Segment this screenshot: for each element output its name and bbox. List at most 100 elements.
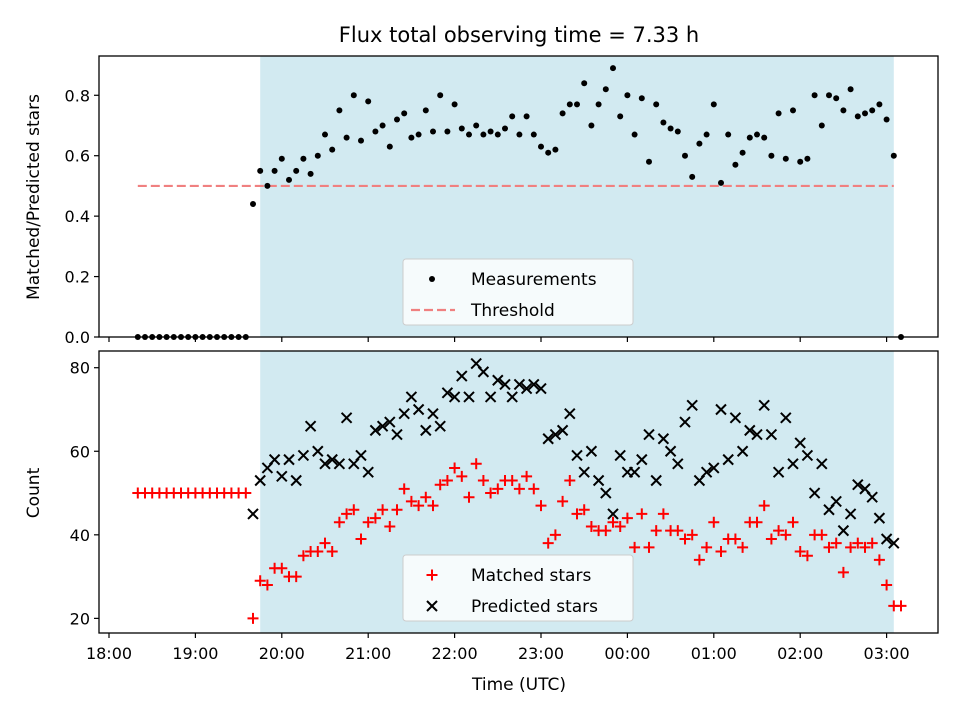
data-point: [451, 101, 458, 108]
data-point: [628, 466, 641, 478]
data-point: [559, 110, 566, 117]
data-point: [808, 487, 821, 499]
data-point: [528, 483, 540, 495]
x-tick-label: 03:00: [864, 644, 910, 663]
data-point: [254, 575, 266, 587]
data-point: [718, 179, 724, 186]
data-point: [549, 428, 562, 441]
data-point: [823, 541, 835, 553]
data-point: [329, 146, 336, 153]
data-point: [276, 470, 288, 483]
data-point: [377, 504, 389, 516]
data-point: [708, 516, 720, 528]
data-point: [592, 474, 605, 487]
data-point: [492, 483, 504, 495]
data-point: [506, 475, 518, 487]
data-point: [794, 437, 806, 449]
data-point: [602, 86, 609, 93]
data-point: [564, 407, 576, 420]
data-point: [811, 92, 818, 99]
data-point: [257, 167, 264, 174]
data-point: [369, 424, 382, 437]
data-point: [643, 541, 655, 553]
data-point: [801, 449, 814, 462]
data-point: [787, 458, 799, 470]
data-point: [700, 466, 713, 478]
data-point: [405, 495, 417, 507]
data-point: [398, 483, 410, 495]
data-point: [470, 458, 482, 470]
data-point: [264, 182, 271, 189]
data-point: [314, 152, 321, 159]
data-point: [768, 152, 775, 159]
x-axis-label: Time (UTC): [471, 675, 566, 695]
data-point: [307, 170, 314, 177]
data-point: [657, 508, 669, 520]
data-point: [581, 80, 588, 87]
data-point: [869, 107, 876, 114]
legend-label: Threshold: [470, 301, 555, 321]
data-point: [430, 128, 436, 135]
data-point: [631, 131, 638, 138]
data-point: [341, 508, 353, 520]
ratio-panel-ylabel: Matched/Predicted stars: [24, 94, 44, 300]
data-point: [693, 554, 705, 566]
data-point: [852, 478, 864, 491]
data-point: [578, 504, 590, 516]
data-point: [880, 533, 893, 545]
data-point: [290, 474, 302, 487]
data-point: [739, 149, 746, 156]
data-point: [758, 399, 770, 412]
data-point: [391, 428, 403, 441]
data-point: [679, 416, 691, 428]
data-point: [564, 475, 576, 487]
data-point: [312, 445, 324, 457]
data-point: [794, 546, 806, 558]
x-tick-label: 21:00: [345, 644, 391, 663]
data-point: [516, 131, 523, 138]
data-point: [729, 533, 741, 545]
data-point: [449, 462, 461, 474]
data-point: [520, 382, 533, 395]
legend-marker: [429, 276, 435, 282]
data-point: [343, 134, 350, 141]
data-point: [751, 428, 763, 441]
data-point: [441, 475, 453, 487]
data-point: [585, 445, 598, 457]
data-point: [607, 508, 619, 520]
data-point: [322, 131, 328, 138]
data-point: [837, 524, 850, 537]
data-point: [600, 487, 612, 499]
data-point: [312, 546, 324, 558]
data-point: [398, 407, 410, 420]
data-point: [408, 134, 415, 141]
data-point: [751, 516, 763, 528]
data-point: [754, 131, 760, 138]
ratio-panel: 0.0 0.2 0.4 0.6 0.8 Measurements Threshold: [65, 55, 939, 347]
data-point: [557, 495, 569, 507]
data-point: [458, 125, 465, 132]
x-tick-label: 18:00: [86, 644, 132, 663]
legend-label: Predicted stars: [471, 597, 598, 617]
data-point: [535, 500, 547, 512]
data-point: [358, 137, 364, 144]
data-point: [542, 537, 554, 549]
data-point: [614, 449, 626, 462]
data-point: [646, 158, 652, 165]
data-point: [386, 143, 393, 150]
data-point: [376, 420, 389, 432]
data-point: [715, 546, 727, 558]
data-point: [890, 152, 897, 159]
data-point: [271, 167, 278, 174]
data-point: [686, 529, 698, 541]
legend: Matched stars Predicted stars: [402, 554, 634, 622]
x-tick-label: 00:00: [604, 644, 650, 663]
data-point: [372, 128, 379, 135]
y-tick-label: 0.0: [65, 328, 90, 347]
data-point: [394, 116, 400, 123]
data-point: [283, 453, 295, 466]
data-point: [261, 579, 273, 591]
data-point: [746, 134, 753, 141]
data-point: [703, 131, 710, 138]
